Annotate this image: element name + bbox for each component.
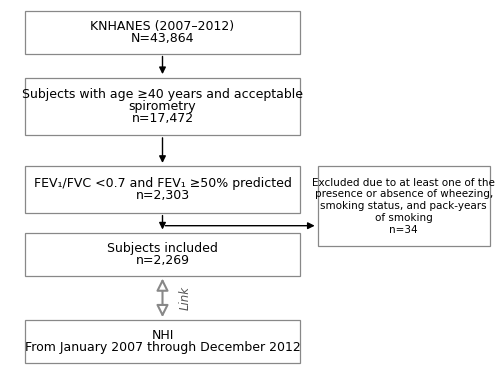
Text: presence or absence of wheezing,: presence or absence of wheezing, bbox=[314, 189, 493, 199]
Text: From January 2007 through December 2012: From January 2007 through December 2012 bbox=[24, 341, 300, 354]
FancyBboxPatch shape bbox=[25, 233, 300, 276]
Text: Link: Link bbox=[178, 286, 192, 310]
Text: FEV₁/FVC <0.7 and FEV₁ ≥50% predicted: FEV₁/FVC <0.7 and FEV₁ ≥50% predicted bbox=[34, 177, 292, 190]
FancyBboxPatch shape bbox=[25, 166, 300, 213]
Text: Excluded due to at least one of the: Excluded due to at least one of the bbox=[312, 178, 495, 188]
Text: KNHANES (2007–2012): KNHANES (2007–2012) bbox=[90, 20, 234, 33]
FancyBboxPatch shape bbox=[318, 166, 490, 246]
Text: n=2,303: n=2,303 bbox=[136, 189, 190, 202]
FancyBboxPatch shape bbox=[25, 78, 300, 135]
Text: n=17,472: n=17,472 bbox=[132, 112, 194, 125]
Text: of smoking: of smoking bbox=[375, 213, 432, 223]
FancyBboxPatch shape bbox=[25, 11, 300, 54]
Text: Subjects included: Subjects included bbox=[107, 242, 218, 255]
Text: NHI: NHI bbox=[152, 329, 174, 342]
Text: Subjects with age ≥40 years and acceptable: Subjects with age ≥40 years and acceptab… bbox=[22, 88, 303, 101]
Text: n=2,269: n=2,269 bbox=[136, 254, 190, 267]
Text: N=43,864: N=43,864 bbox=[131, 32, 194, 45]
Text: smoking status, and pack-years: smoking status, and pack-years bbox=[320, 201, 487, 211]
Text: n=34: n=34 bbox=[390, 225, 418, 235]
Text: spirometry: spirometry bbox=[128, 100, 196, 113]
FancyBboxPatch shape bbox=[25, 320, 300, 363]
